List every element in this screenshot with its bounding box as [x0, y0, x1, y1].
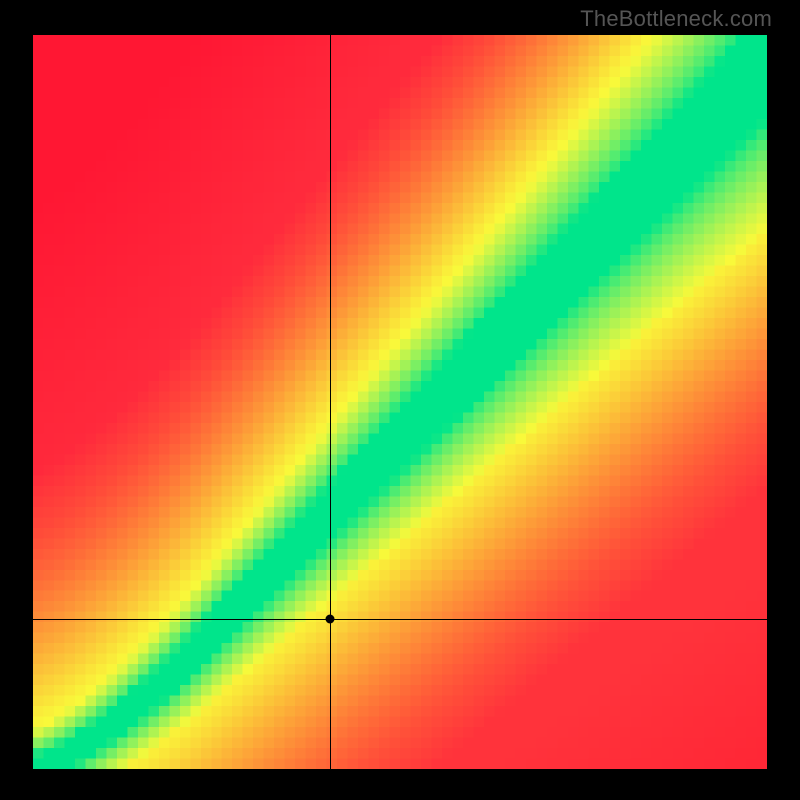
chart-container: TheBottleneck.com: [0, 0, 800, 800]
bottleneck-heatmap: [33, 35, 767, 769]
selection-marker-dot: [326, 614, 335, 623]
plot-frame: [33, 35, 767, 769]
crosshair-horizontal: [33, 619, 767, 620]
crosshair-vertical: [330, 35, 331, 769]
attribution-text: TheBottleneck.com: [580, 6, 772, 32]
